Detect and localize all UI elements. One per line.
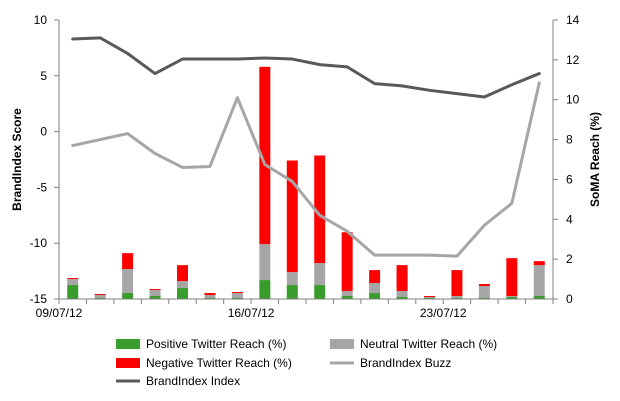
bar-negative-9 — [314, 155, 326, 264]
y-left-tick-label: -10 — [30, 236, 48, 250]
bar-positive-10 — [341, 296, 353, 299]
bar-neutral-12 — [396, 291, 408, 298]
lines-layer — [71, 36, 541, 258]
bar-neutral-15 — [478, 286, 490, 299]
bar-neutral-5 — [204, 295, 216, 298]
legend-label-2: Negative Twitter Reach (%) — [146, 356, 292, 370]
bar-positive-11 — [369, 293, 381, 299]
bar-neutral-14 — [451, 296, 463, 298]
bar-neutral-3 — [149, 290, 161, 297]
y-right-tick-label: 8 — [566, 133, 573, 147]
bars-layer — [67, 66, 545, 299]
y-axis-title: BrandIndex Score — [10, 108, 24, 211]
bar-negative-10 — [341, 232, 353, 292]
bar-negative-5 — [204, 293, 216, 296]
bar-negative-12 — [396, 265, 408, 292]
bar-negative-3 — [149, 289, 161, 291]
bar-negative-8 — [286, 160, 298, 273]
y-left-tick-label: -15 — [30, 292, 48, 306]
x-tick-label: 23/07/12 — [420, 306, 467, 320]
bar-negative-14 — [451, 270, 463, 297]
bar-neutral-13 — [424, 297, 435, 299]
y-right-tick-label: 6 — [566, 172, 573, 186]
x-tick-label: 09/07/12 — [36, 306, 83, 320]
y-left-tick-label: 0 — [40, 125, 47, 139]
legend-label-0: Positive Twitter Reach (%) — [146, 337, 287, 351]
y-right-tick-label: 12 — [566, 53, 580, 67]
y2-axis-title: SoMA Reach (%) — [588, 112, 602, 207]
y-right-tick-label: 0 — [566, 292, 573, 306]
legend-swatch-1 — [330, 339, 354, 349]
bar-neutral-9 — [314, 263, 326, 286]
bar-positive-8 — [286, 285, 298, 299]
legend-swatch-2 — [116, 358, 140, 368]
bar-neutral-2 — [122, 269, 134, 294]
bar-positive-2 — [122, 293, 134, 299]
bar-neutral-0 — [67, 279, 79, 286]
bar-negative-4 — [177, 265, 188, 282]
bar-negative-1 — [94, 294, 106, 296]
y-right-tick-label: 14 — [566, 13, 580, 27]
bar-positive-0 — [67, 285, 79, 299]
x-tick-label: 16/07/12 — [228, 306, 275, 320]
bar-negative-6 — [231, 292, 243, 294]
bar-positive-4 — [177, 288, 188, 299]
bar-neutral-4 — [177, 281, 188, 289]
bar-neutral-1 — [94, 295, 106, 298]
bar-positive-12 — [396, 297, 408, 299]
bar-neutral-8 — [286, 272, 298, 286]
y-left-tick-label: -5 — [36, 180, 47, 194]
bar-neutral-11 — [369, 283, 381, 294]
y-right-tick-label: 4 — [566, 212, 573, 226]
bar-positive-9 — [314, 285, 326, 299]
bar-neutral-17 — [533, 265, 545, 297]
legend-label-3: BrandIndex Buzz — [360, 356, 451, 370]
legend-swatch-0 — [116, 339, 140, 349]
bar-positive-3 — [149, 296, 161, 299]
y-left-tick-label: 10 — [34, 13, 48, 27]
bar-negative-15 — [478, 284, 490, 287]
axes-layer: 10 5 0 -5 -10 -15 14 12 10 8 6 4 2 0 09/07/12 16/07/12 2… — [10, 13, 602, 320]
buzz-line — [71, 81, 541, 258]
bar-neutral-6 — [231, 293, 243, 298]
bar-negative-11 — [369, 270, 381, 284]
bar-neutral-16 — [506, 296, 518, 298]
legend-label-4: BrandIndex Index — [146, 374, 240, 388]
bar-neutral-7 — [259, 244, 271, 281]
y-right-tick-label: 10 — [566, 93, 580, 107]
bar-negative-2 — [122, 253, 134, 270]
y-right-tick-label: 2 — [566, 252, 573, 266]
legend: Positive Twitter Reach (%) Neutral Twitte… — [116, 337, 497, 388]
bar-negative-13 — [424, 296, 435, 298]
bar-negative-16 — [506, 258, 518, 297]
y-left-tick-label: 5 — [40, 69, 47, 83]
legend-label-1: Neutral Twitter Reach (%) — [360, 337, 497, 351]
bar-neutral-10 — [341, 291, 353, 297]
bar-positive-17 — [533, 296, 545, 299]
index-line — [71, 36, 541, 99]
bar-negative-7 — [259, 66, 271, 245]
bar-negative-0 — [67, 278, 79, 280]
bar-negative-17 — [533, 261, 545, 266]
bar-positive-7 — [259, 280, 271, 299]
bar-positive-16 — [506, 297, 518, 299]
